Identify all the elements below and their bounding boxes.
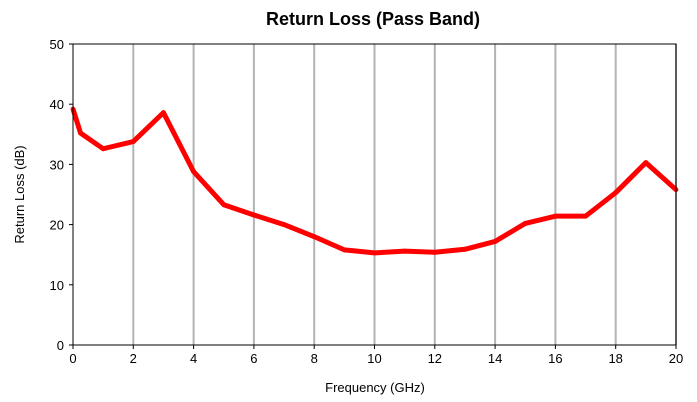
x-tick-label: 16: [548, 351, 562, 366]
data-point: [130, 139, 136, 144]
data-point: [522, 220, 528, 226]
data-point: [462, 246, 468, 252]
data-point: [311, 234, 317, 240]
data-point: [372, 250, 377, 256]
data-point: [492, 239, 498, 244]
x-tick-label: 4: [190, 351, 197, 366]
x-tick-label: 14: [488, 351, 502, 366]
data-point: [553, 213, 558, 219]
data-point: [402, 248, 408, 254]
y-axis-label: Return Loss (dB): [12, 145, 27, 243]
y-tick-label: 0: [57, 338, 64, 353]
y-tick-label: 20: [50, 218, 64, 233]
chart-title: Return Loss (Pass Band): [266, 9, 480, 29]
x-tick-label: 6: [250, 351, 257, 366]
data-point: [643, 160, 649, 165]
y-tick-label: 10: [50, 278, 64, 293]
x-axis-label: Frequency (GHz): [325, 380, 425, 395]
y-tick-label: 50: [50, 37, 64, 52]
data-point: [583, 213, 588, 219]
data-point: [613, 190, 619, 196]
x-tick-label: 18: [608, 351, 622, 366]
data-point: [221, 202, 227, 208]
data-point: [161, 110, 166, 116]
data-point: [191, 169, 197, 175]
data-point: [432, 249, 438, 255]
data-point: [251, 212, 257, 218]
data-point: [78, 130, 83, 136]
x-tick-label: 2: [130, 351, 137, 366]
data-point: [100, 146, 106, 152]
x-tick-label: 20: [669, 351, 683, 366]
x-tick-label: 10: [367, 351, 381, 366]
x-tick-label: 12: [428, 351, 442, 366]
data-point: [281, 222, 287, 228]
x-tick-label: 0: [69, 351, 76, 366]
y-tick-label: 40: [50, 97, 64, 112]
series-line-0: [70, 108, 678, 256]
y-tick-label: 30: [50, 157, 64, 172]
x-tick-label: 8: [311, 351, 318, 366]
data-point: [341, 247, 347, 253]
ticks: 0 2 4 6 8 10 12 14 16 18 20 0 10 20 30 40 50: [50, 37, 684, 366]
